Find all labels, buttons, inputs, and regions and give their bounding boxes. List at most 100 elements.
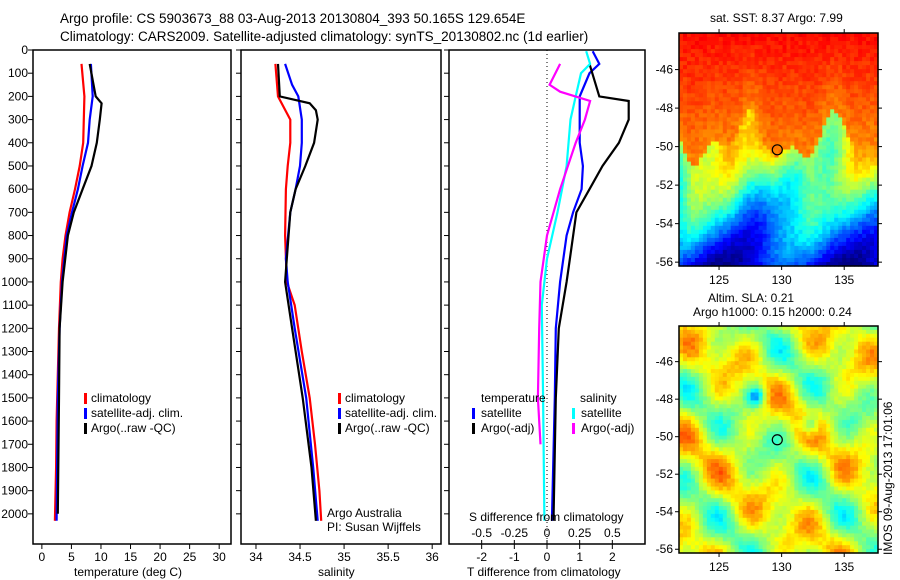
map-cell [790,133,795,138]
map-cell [770,97,776,102]
map-cell [862,209,867,215]
map-cell [702,376,708,382]
map-cell [866,41,871,46]
map-cell [794,65,799,70]
map-cell [734,133,740,138]
map-cell [742,380,748,386]
map-cell [818,169,823,175]
map-cell [802,173,807,179]
map-cell [714,201,720,207]
map-cell [679,326,684,331]
map-cell [862,37,867,42]
map-cell [806,85,811,90]
map-cell [770,253,776,259]
map-cell [718,541,724,546]
map-cell [842,53,847,58]
map-cell [802,133,807,138]
map-cell [794,249,799,255]
map-cell [683,419,688,425]
map-cell [742,221,748,227]
map-cell [874,197,879,203]
map-cell [858,185,863,191]
map-cell [794,45,799,50]
map-cell [794,392,799,397]
map-cell [730,49,736,54]
map-cell [870,205,875,211]
map-cell [758,349,764,354]
map-cell [734,380,740,386]
map-cell [766,357,772,362]
map-cell [826,233,831,239]
map-cell [762,455,768,460]
map-cell [782,474,788,480]
map-cell [738,447,744,452]
map-cell [858,177,863,183]
map-cell [794,77,799,82]
map-cell [758,549,764,554]
map-cell [702,53,708,58]
map-cell [762,451,768,456]
map-cell [806,61,811,66]
map-cell [778,345,784,351]
map-cell [694,376,700,382]
map-cell [782,466,788,472]
map-cell [758,101,764,106]
map-cell [687,145,692,151]
map-cell [754,494,760,499]
map-cell [758,149,764,155]
map-cell [846,157,851,163]
map-cell [826,73,831,78]
map-cell [854,105,859,110]
map-cell [790,149,795,155]
map-cell [683,404,688,409]
map-cell [810,121,815,126]
map-cell [790,369,795,374]
map-cell [786,326,792,331]
map-cell [766,549,772,554]
map-cell [774,137,780,142]
map-cell [679,85,684,90]
map-cell [702,113,708,118]
map-cell [706,369,712,374]
map-cell [826,201,831,207]
map-cell [742,193,748,199]
map-cell [690,357,696,362]
map-cell [734,341,740,347]
map-cell [734,549,740,554]
map-cell [802,396,807,401]
map-cell [718,189,724,195]
map-cell [782,141,788,147]
map-cell [782,81,788,86]
map-cell [726,97,732,102]
map-cell [738,439,744,444]
map-cell [818,129,823,134]
map-cell [778,533,784,538]
map-cell [822,249,827,255]
map-cell [782,517,788,523]
map-cell [718,439,724,444]
map-cell [742,213,748,219]
map-cell [770,101,776,106]
map-cell [798,412,803,417]
map-cell [718,89,724,94]
map-cell [866,105,871,110]
map-cell [766,384,772,390]
map-cell [754,482,760,488]
map-cell [798,161,803,167]
map-cell [818,237,823,243]
map-cell [802,541,807,546]
map-cell [870,37,875,42]
map-cell [838,113,843,118]
map-cell [698,435,704,441]
map-cell [810,258,815,263]
map-cell [874,161,879,167]
map-cell [742,326,748,331]
map-cell [790,337,795,343]
map-cell [714,537,720,542]
map-cell [822,73,827,78]
map-cell [698,349,704,354]
map-cell [798,380,803,386]
map-cell [750,249,756,255]
map-cell [698,408,704,413]
map-cell [818,33,823,38]
